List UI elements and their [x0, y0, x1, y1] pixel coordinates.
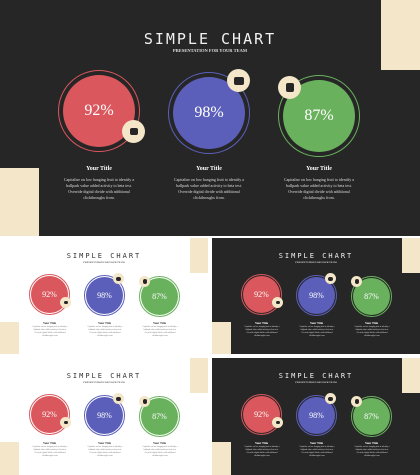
- circle-1: 92%: [63, 75, 135, 147]
- page-title: SIMPLE CHART: [143, 30, 277, 48]
- caption-title-3: Your Title: [306, 166, 332, 172]
- thumb-3: SIMPLE CHART PRESENTATION FOR YOUR TEAM …: [0, 358, 208, 475]
- thumb-1: SIMPLE CHART PRESENTATION FOR YOUR TEAM …: [0, 238, 208, 354]
- caption-title-1: Your Title: [86, 166, 112, 172]
- thumb-4: SIMPLE CHART PRESENTATION FOR YOUR TEAM …: [212, 358, 420, 475]
- calendar-icon: [278, 76, 301, 99]
- value-1: 92%: [84, 102, 114, 119]
- corner-block-top-right: [381, 0, 420, 70]
- thumb-2: SIMPLE CHART PRESENTATION FOR YOUR TEAM …: [212, 238, 420, 354]
- corner-block-bottom-left: [0, 168, 39, 236]
- ring-1: [58, 70, 140, 152]
- caption-text-3: Capitalise on low hanging fruit to ident…: [283, 177, 355, 200]
- value-2: 98%: [194, 104, 224, 121]
- ring-2: [168, 72, 250, 154]
- caption-text-1: Capitalise on low hanging fruit to ident…: [63, 177, 135, 200]
- ring-3: [278, 75, 360, 157]
- slide-main: SIMPLE CHART PRESENTATION FOR YOUR TEAM …: [0, 0, 420, 236]
- page-subtitle: PRESENTATION FOR YOUR TEAM: [172, 48, 248, 53]
- value-3: 87%: [304, 107, 334, 124]
- caption-text-2: Capitalise on low hanging fruit to ident…: [173, 177, 245, 200]
- caption-title-2: Your Title: [196, 166, 222, 172]
- inbox-icon: [122, 120, 145, 143]
- wallet-icon: [227, 69, 250, 92]
